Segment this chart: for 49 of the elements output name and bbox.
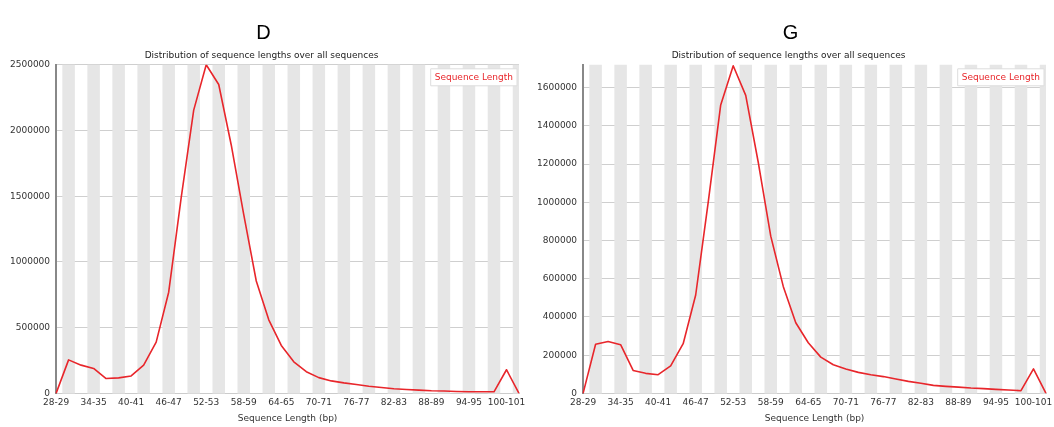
y-tick-label: 1600000 [536, 82, 578, 93]
x-tick-label: 82-83 [907, 397, 934, 408]
x-tick-label: 28-29 [570, 397, 597, 408]
x-tick-label: 88-89 [418, 397, 445, 408]
chart-title: G [781, 20, 800, 45]
x-tick-label: 76-77 [870, 397, 897, 408]
y-tick-label: 1500000 [9, 190, 51, 201]
x-tick-label: 82-83 [380, 397, 407, 408]
chart-title: D [255, 20, 272, 45]
x-tick-label: 76-77 [343, 397, 370, 408]
x-tick-label: 52-53 [193, 397, 220, 408]
x-tick-label: 34-35 [80, 397, 107, 408]
y-tick-label: 1200000 [536, 158, 578, 169]
x-tick-label: 52-53 [720, 397, 747, 408]
y-tick-label: 2500000 [9, 59, 51, 70]
y-tick-label: 1400000 [536, 120, 578, 131]
x-tick-label: 70-71 [832, 397, 859, 408]
y-tick-label: 600000 [542, 273, 578, 284]
x-tick-label: 94-95 [455, 397, 483, 408]
x-tick-label: 34-35 [607, 397, 634, 408]
x-tick-label: 40-41 [645, 397, 672, 408]
y-tick-label: 800000 [542, 234, 578, 245]
chart-subtitle: Distribution of sequence lengths over all sequences [144, 49, 379, 60]
x-tick-label: 94-95 [982, 397, 1010, 408]
y-tick-label: 1000000 [9, 256, 51, 267]
x-tick-label: 58-59 [757, 397, 785, 408]
y-tick-label: 1000000 [536, 196, 578, 207]
y-tick-label: 200000 [542, 349, 578, 360]
x-axis-title: Sequence Length (bp) [237, 412, 338, 423]
x-tick-label: 28-29 [43, 397, 70, 408]
y-tick-label: 0 [44, 387, 51, 398]
x-tick-label: 100-101 [487, 397, 526, 408]
chart-subtitle: Distribution of sequence lengths over all sequences [671, 49, 906, 60]
text: Sequence Length [434, 71, 514, 82]
text: Sequence Length [961, 71, 1041, 82]
x-tick-label: 88-89 [945, 397, 972, 408]
x-axis-title: Sequence Length (bp) [764, 412, 865, 423]
y-tick-label: 2000000 [9, 124, 51, 135]
y-tick-label: 400000 [542, 311, 578, 322]
y-tick-label: 0 [571, 387, 578, 398]
x-tick-label: 70-71 [305, 397, 332, 408]
y-tick-label: 500000 [15, 322, 51, 333]
x-tick-label: 100-101 [1014, 397, 1053, 408]
x-tick-label: 64-65 [268, 397, 295, 408]
x-tick-label: 40-41 [118, 397, 145, 408]
x-tick-label: 58-59 [230, 397, 258, 408]
x-tick-label: 64-65 [795, 397, 822, 408]
x-tick-label: 46-47 [155, 397, 182, 408]
x-tick-label: 46-47 [682, 397, 709, 408]
